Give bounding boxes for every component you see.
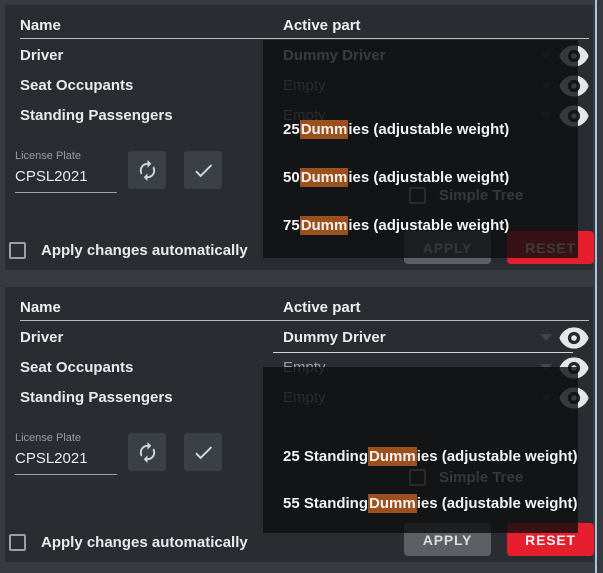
dropdown-option[interactable]: 25Dummies (adjustable weight): [283, 120, 510, 139]
apply-auto-checkbox[interactable]: [9, 242, 26, 259]
table-row-driver: Driver Dummy Driver: [5, 323, 593, 353]
row-label: Seat Occupants: [20, 359, 134, 376]
checkmark-icon: [194, 163, 212, 177]
checkmark-icon: [194, 445, 212, 459]
row-label: Standing Passengers: [20, 107, 173, 124]
license-plate-input[interactable]: CPSL2021: [15, 168, 117, 193]
column-header-name: Name: [20, 299, 61, 316]
search-match-highlight: Dumm: [299, 216, 349, 235]
search-match-highlight: Dumm: [368, 494, 417, 513]
refresh-button[interactable]: [128, 151, 166, 189]
apply-auto-option: Apply changes automatically: [9, 242, 248, 259]
part-dropdown-menu: 25Dummies (adjustable weight) 50Dummies …: [263, 40, 578, 258]
dropdown-option[interactable]: 75Dummies (adjustable weight): [283, 216, 510, 235]
active-part-combobox[interactable]: Dummy Driver: [283, 329, 386, 346]
search-match-highlight: Dumm: [299, 120, 349, 139]
sync-arrows-icon: [139, 159, 155, 181]
apply-auto-option: Apply changes automatically: [9, 534, 248, 551]
dropdown-option[interactable]: 55 StandingDummies (adjustable weight): [283, 494, 578, 513]
apply-auto-label: Apply changes automatically: [41, 534, 248, 551]
passengers-panel-top: Name Active part Driver Dummy Driver Sea…: [5, 5, 594, 270]
combobox-underline: [273, 352, 573, 353]
confirm-button[interactable]: [184, 151, 222, 189]
row-label: Driver: [20, 47, 64, 64]
column-header-name: Name: [20, 17, 61, 34]
apply-auto-label: Apply changes automatically: [41, 242, 248, 259]
license-plate-label: License Plate: [15, 432, 82, 444]
column-header-active-part: Active part: [283, 299, 361, 316]
sync-arrows-icon: [139, 441, 155, 463]
row-label: Standing Passengers: [20, 389, 173, 406]
confirm-button[interactable]: [184, 433, 222, 471]
part-dropdown-menu: 25 StandingDummies (adjustable weight) 5…: [263, 367, 578, 533]
row-label: Seat Occupants: [20, 77, 134, 94]
license-plate-field: License Plate CPSL2021: [15, 150, 117, 193]
dropdown-option[interactable]: 50Dummies (adjustable weight): [283, 168, 510, 187]
license-plate-field: License Plate CPSL2021: [15, 432, 117, 475]
license-plate-label: License Plate: [15, 150, 82, 162]
refresh-button[interactable]: [128, 433, 166, 471]
chevron-down-icon[interactable]: [540, 334, 552, 341]
passengers-panel-bottom: Name Active part Driver Dummy Driver Sea…: [5, 287, 594, 562]
window-edge-line: [595, 0, 597, 573]
apply-auto-checkbox[interactable]: [9, 534, 26, 551]
header-divider: [20, 320, 589, 321]
visibility-eye-icon[interactable]: [558, 326, 590, 350]
license-plate-input[interactable]: CPSL2021: [15, 450, 117, 475]
dropdown-option[interactable]: 25 StandingDummies (adjustable weight): [283, 447, 578, 466]
search-match-highlight: Dumm: [299, 168, 349, 187]
header-divider: [20, 38, 589, 39]
row-label: Driver: [20, 329, 64, 346]
search-match-highlight: Dumm: [368, 447, 417, 466]
column-header-active-part: Active part: [283, 17, 361, 34]
